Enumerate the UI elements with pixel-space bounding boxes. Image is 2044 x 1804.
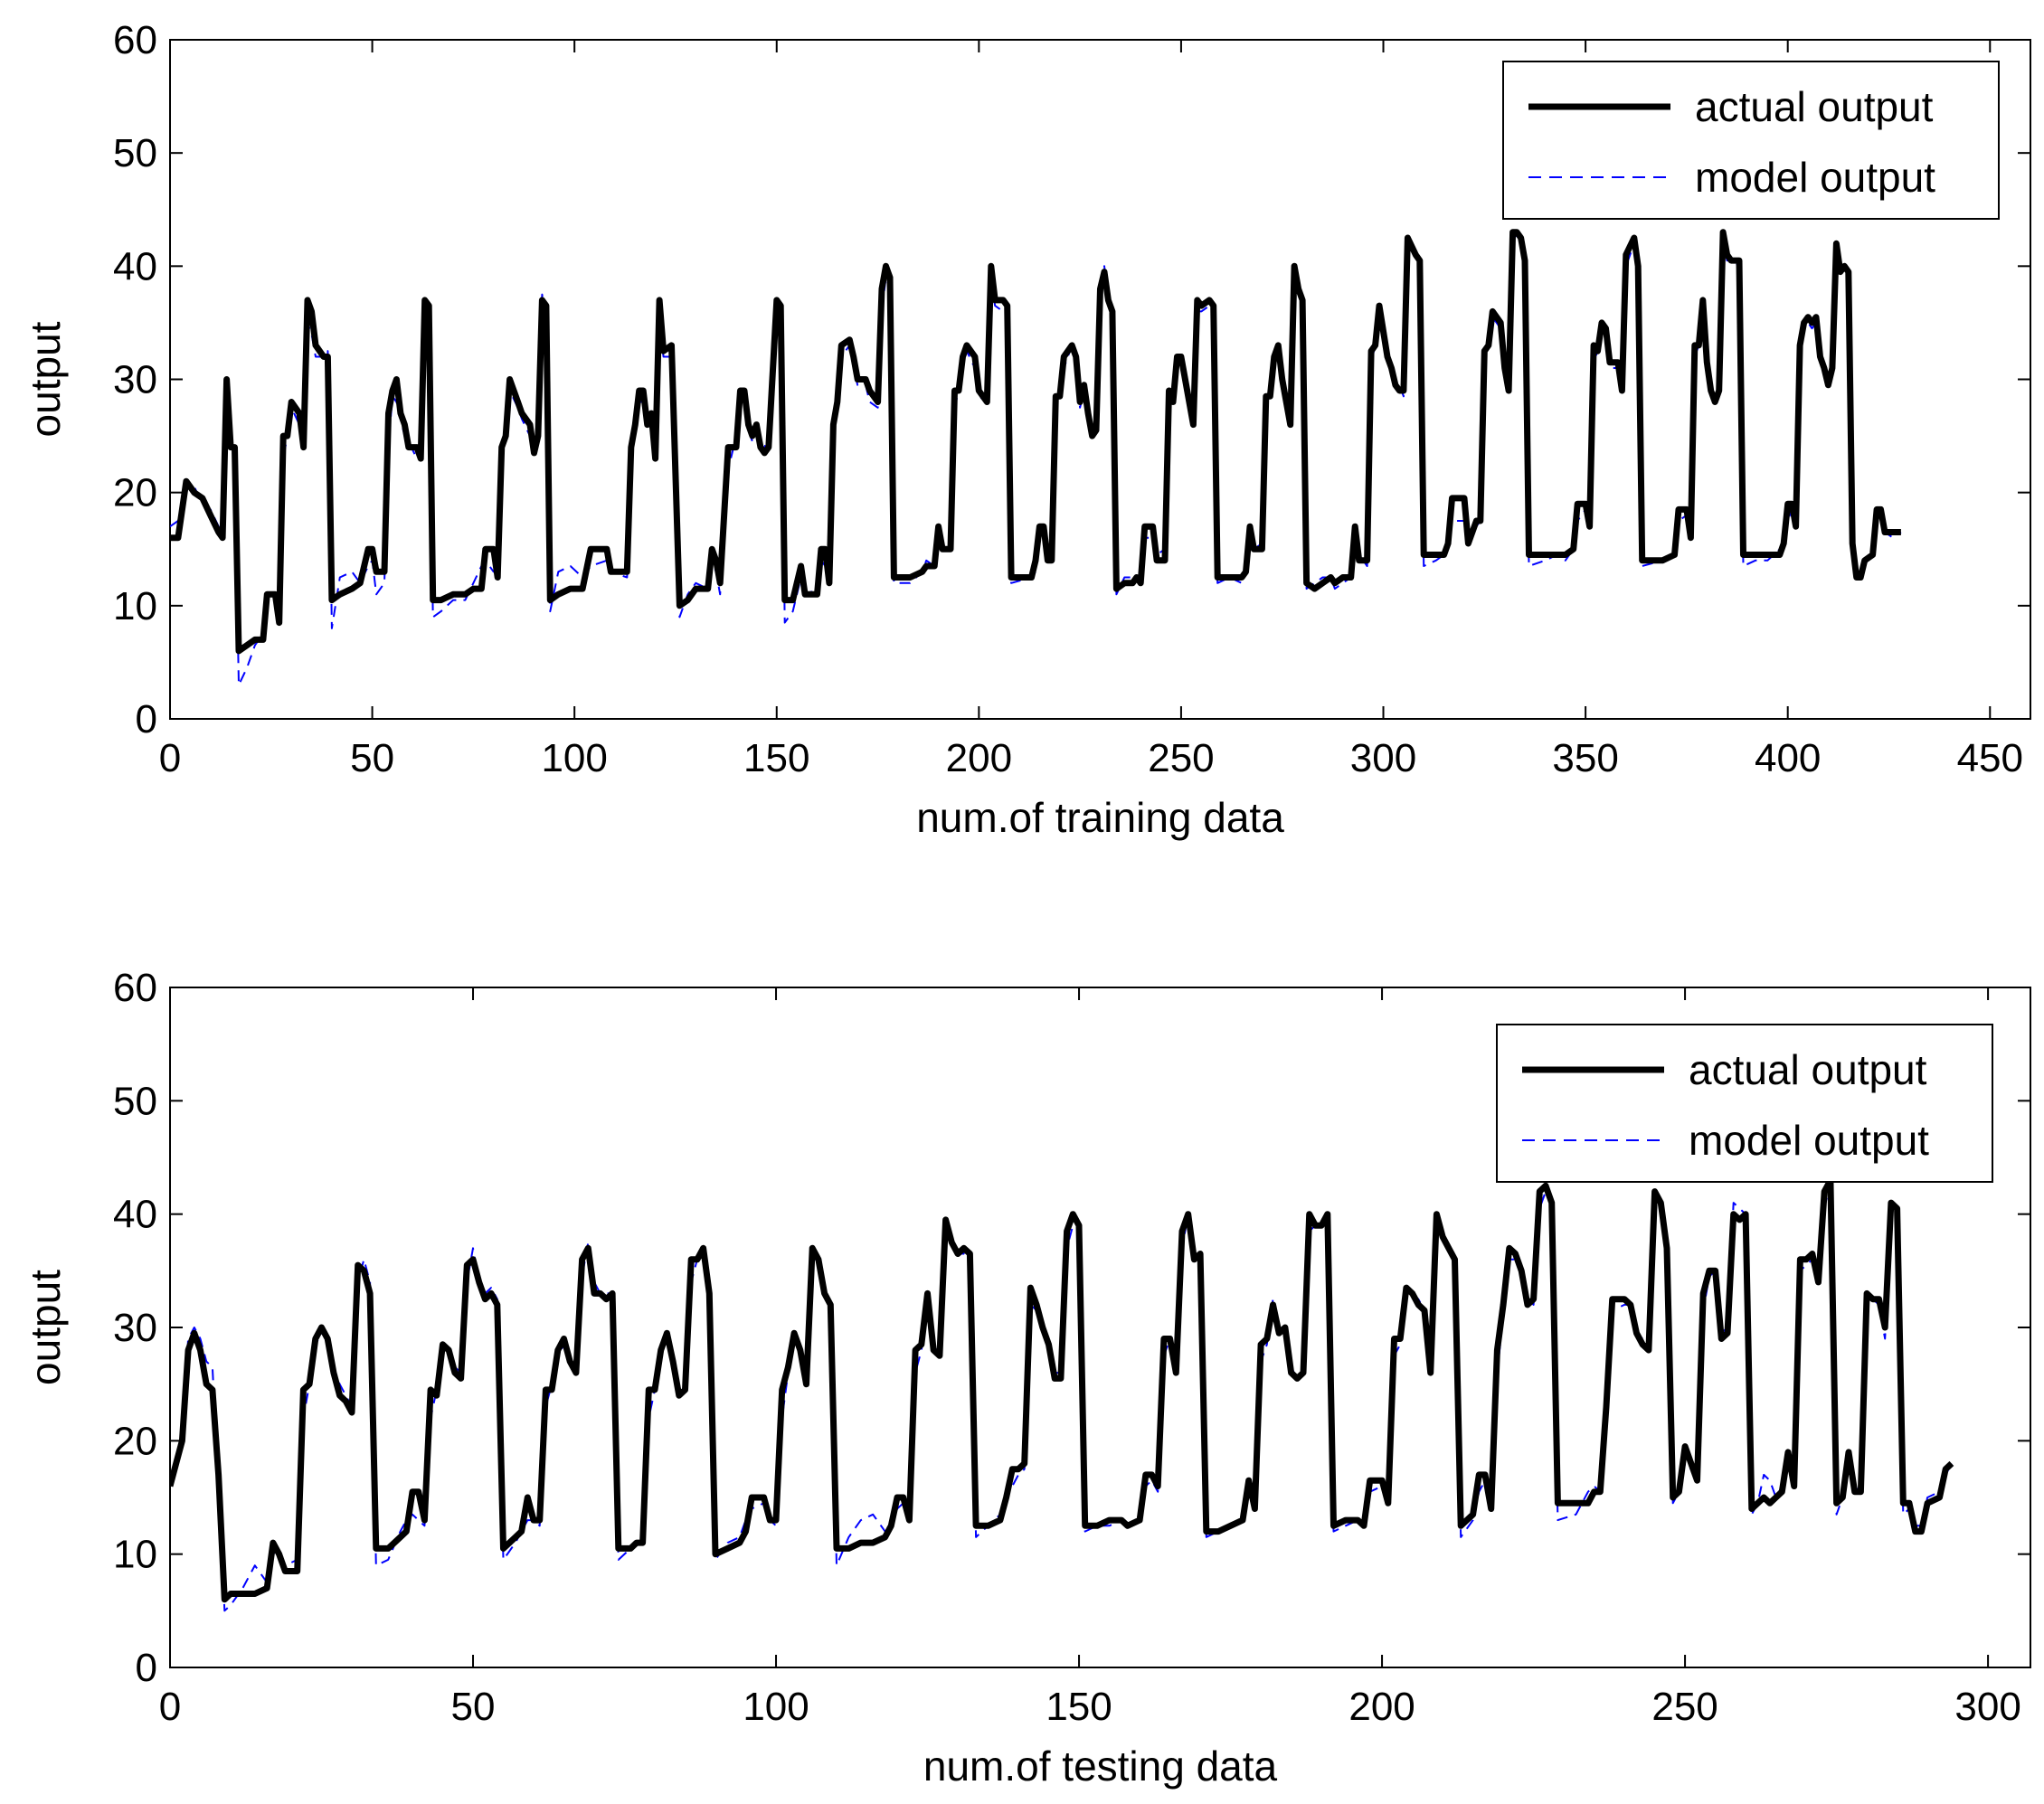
testing-ytick-label-0: 0 (136, 1646, 157, 1690)
training-xtick-label-2: 100 (541, 736, 607, 780)
testing-chart: 0 10 20 30 40 50 60 0 50 100 150 200 250 300 num.of te… (22, 966, 2031, 1790)
testing-ytick-label-6: 60 (113, 966, 157, 1010)
testing-xtick-label-1: 50 (451, 1685, 496, 1729)
training-legend-box (1502, 61, 2000, 220)
testing-ytick-label-1: 10 (113, 1533, 157, 1577)
training-ytick-label-5: 50 (113, 131, 157, 175)
training-xtick-label-4: 200 (946, 736, 1012, 780)
testing-legend-label-model-output: model output (1689, 1117, 1929, 1164)
testing-xtick-label-2: 100 (743, 1685, 809, 1729)
training-ytick-label-2: 20 (113, 471, 157, 515)
training-ytick-label-3: 30 (113, 358, 157, 402)
training-xtick-label-3: 150 (743, 736, 809, 780)
testing-xtick-label-0: 0 (159, 1685, 181, 1729)
testing-xtick-label-5: 250 (1651, 1685, 1718, 1729)
testing-xtick-label-4: 200 (1348, 1685, 1415, 1729)
testing-xlabel: num.of testing data (923, 1743, 1278, 1790)
testing-ytick-label-2: 20 (113, 1419, 157, 1463)
training-xtick-label-0: 0 (159, 736, 181, 780)
testing-xtick-label-3: 150 (1046, 1685, 1112, 1729)
training-xtick-label-5: 250 (1148, 736, 1214, 780)
training-xtick-label-1: 50 (350, 736, 394, 780)
training-ylabel: output (22, 321, 69, 437)
training-xtick-label-9: 450 (1957, 736, 2023, 780)
testing-series-actual-output (170, 1176, 1954, 1603)
training-xtick-label-8: 400 (1755, 736, 1821, 780)
training-ytick-label-4: 40 (113, 244, 157, 288)
training-legend-label-actual-output: actual output (1695, 83, 1934, 130)
testing-ytick-label-3: 30 (113, 1306, 157, 1350)
training-xtick-label-6: 300 (1350, 736, 1416, 780)
testing-ylabel: output (22, 1270, 69, 1385)
training-chart: 0 10 20 30 40 50 60 0 50 100 150 200 250 300 350 400 450… (22, 18, 2031, 841)
testing-ytick-label-4: 40 (113, 1193, 157, 1237)
testing-legend-label-actual-output: actual output (1689, 1046, 1927, 1093)
training-series-actual-output (170, 229, 1901, 655)
training-ytick-label-1: 10 (113, 584, 157, 628)
training-ytick-label-0: 0 (136, 697, 157, 741)
testing-xtick-label-6: 300 (1954, 1685, 2020, 1729)
training-legend-label-model-output: model output (1695, 154, 1935, 201)
training-ytick-label-6: 60 (113, 18, 157, 62)
training-xlabel: num.of training data (916, 794, 1284, 841)
training-xtick-label-7: 350 (1552, 736, 1618, 780)
testing-ytick-label-5: 50 (113, 1079, 157, 1123)
testing-legend-box (1496, 1024, 1993, 1183)
